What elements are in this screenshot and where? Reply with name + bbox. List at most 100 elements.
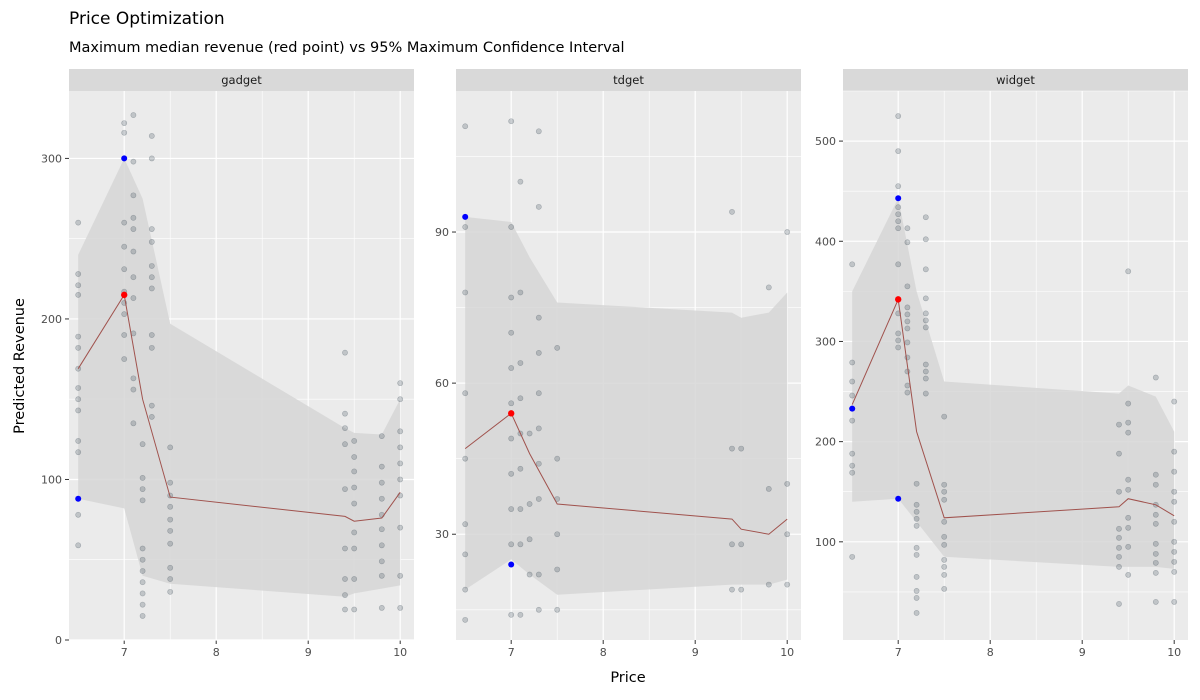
scatter-point (121, 332, 128, 338)
ci-max-point (895, 495, 902, 502)
scatter-point (517, 289, 524, 296)
scatter-point (1125, 524, 1132, 531)
scatter-point (895, 204, 902, 211)
scatter-point (895, 337, 902, 344)
scatter-point (508, 611, 515, 618)
scatter-point (397, 380, 404, 387)
scatter-point (121, 243, 128, 250)
scatter-point (922, 317, 929, 324)
scatter-point (139, 556, 146, 563)
scatter-point (517, 360, 524, 366)
scatter-point (378, 479, 385, 486)
ci-max-point (849, 405, 856, 412)
scatter-point (462, 551, 469, 558)
scatter-point (913, 501, 920, 508)
scatter-point (397, 396, 404, 403)
scatter-point (1125, 486, 1132, 493)
x-tick-label: 7 (121, 646, 128, 659)
scatter-point (462, 390, 469, 397)
scatter-point (1152, 520, 1159, 527)
x-tick-label: 9 (305, 646, 312, 659)
x-tick-label: 8 (213, 646, 220, 659)
facet-strip-label: tdget (613, 73, 644, 87)
scatter-point (148, 155, 155, 162)
scatter-point (849, 378, 856, 385)
scatter-point (904, 283, 911, 290)
scatter-point (167, 588, 174, 595)
scatter-point (1116, 544, 1122, 551)
scatter-point (167, 444, 174, 451)
scatter-point (508, 435, 515, 442)
scatter-point (1152, 599, 1159, 605)
scatter-point (904, 225, 911, 232)
scatter-point (849, 359, 856, 366)
scatter-point (765, 284, 772, 291)
scatter-point (922, 214, 929, 221)
max-median-point (121, 291, 128, 299)
scatter-point (167, 564, 174, 571)
scatter-point (148, 238, 155, 245)
scatter-point (922, 324, 929, 331)
scatter-point (351, 484, 358, 491)
scatter-point (1171, 558, 1178, 565)
scatter-point (913, 480, 920, 487)
scatter-point (121, 311, 128, 318)
scatter-point (517, 611, 524, 618)
scatter-point (517, 395, 524, 402)
scatter-point (342, 425, 348, 432)
scatter-point (1171, 398, 1178, 405)
scatter-point (849, 450, 856, 457)
scatter-point (1116, 421, 1122, 428)
scatter-point (895, 183, 902, 190)
scatter-point (554, 531, 561, 538)
scatter-point (508, 541, 515, 548)
scatter-point (462, 586, 469, 593)
scatter-point (378, 463, 385, 470)
scatter-point (526, 536, 533, 543)
confidence-ribbon (465, 216, 788, 595)
scatter-point (148, 413, 155, 420)
scatter-point (729, 445, 735, 452)
scatter-point (1171, 568, 1178, 575)
scatter-point (1171, 538, 1178, 545)
scatter-point (922, 361, 929, 368)
y-tick-label: 100 (41, 473, 62, 486)
scatter-point (1125, 514, 1132, 521)
scatter-point (941, 586, 948, 592)
y-tick-label: 60 (435, 377, 449, 390)
scatter-point (397, 444, 404, 451)
scatter-point (130, 375, 137, 382)
scatter-point (1125, 400, 1132, 407)
scatter-point (462, 455, 469, 462)
scatter-point (922, 236, 929, 243)
scatter-point (130, 420, 137, 427)
scatter-point (75, 438, 82, 444)
scatter-point (130, 112, 137, 118)
scatter-point (738, 445, 745, 452)
max-median-point (508, 410, 515, 417)
scatter-point (130, 158, 137, 165)
chart-title: Price Optimization (69, 9, 225, 29)
scatter-point (75, 407, 82, 414)
scatter-point (75, 385, 82, 391)
scatter-point (139, 545, 146, 552)
scatter-point (517, 541, 524, 548)
scatter-point (535, 606, 542, 613)
scatter-point (904, 311, 911, 318)
scatter-point (941, 488, 948, 495)
scatter-point (1171, 518, 1178, 525)
scatter-point (941, 533, 948, 540)
scatter-point (913, 588, 920, 594)
facet-strip (69, 69, 414, 91)
scatter-point (351, 545, 358, 552)
ci-max-point (75, 495, 82, 502)
scatter-point (342, 410, 348, 417)
scatter-point (130, 192, 137, 199)
scatter-point (139, 568, 146, 574)
scatter-point (904, 368, 911, 375)
scatter-point (462, 521, 469, 528)
scatter-point (342, 606, 348, 613)
scatter-point (913, 573, 920, 580)
y-tick-label: 500 (815, 135, 836, 148)
facet-strip-label: gadget (221, 73, 262, 87)
